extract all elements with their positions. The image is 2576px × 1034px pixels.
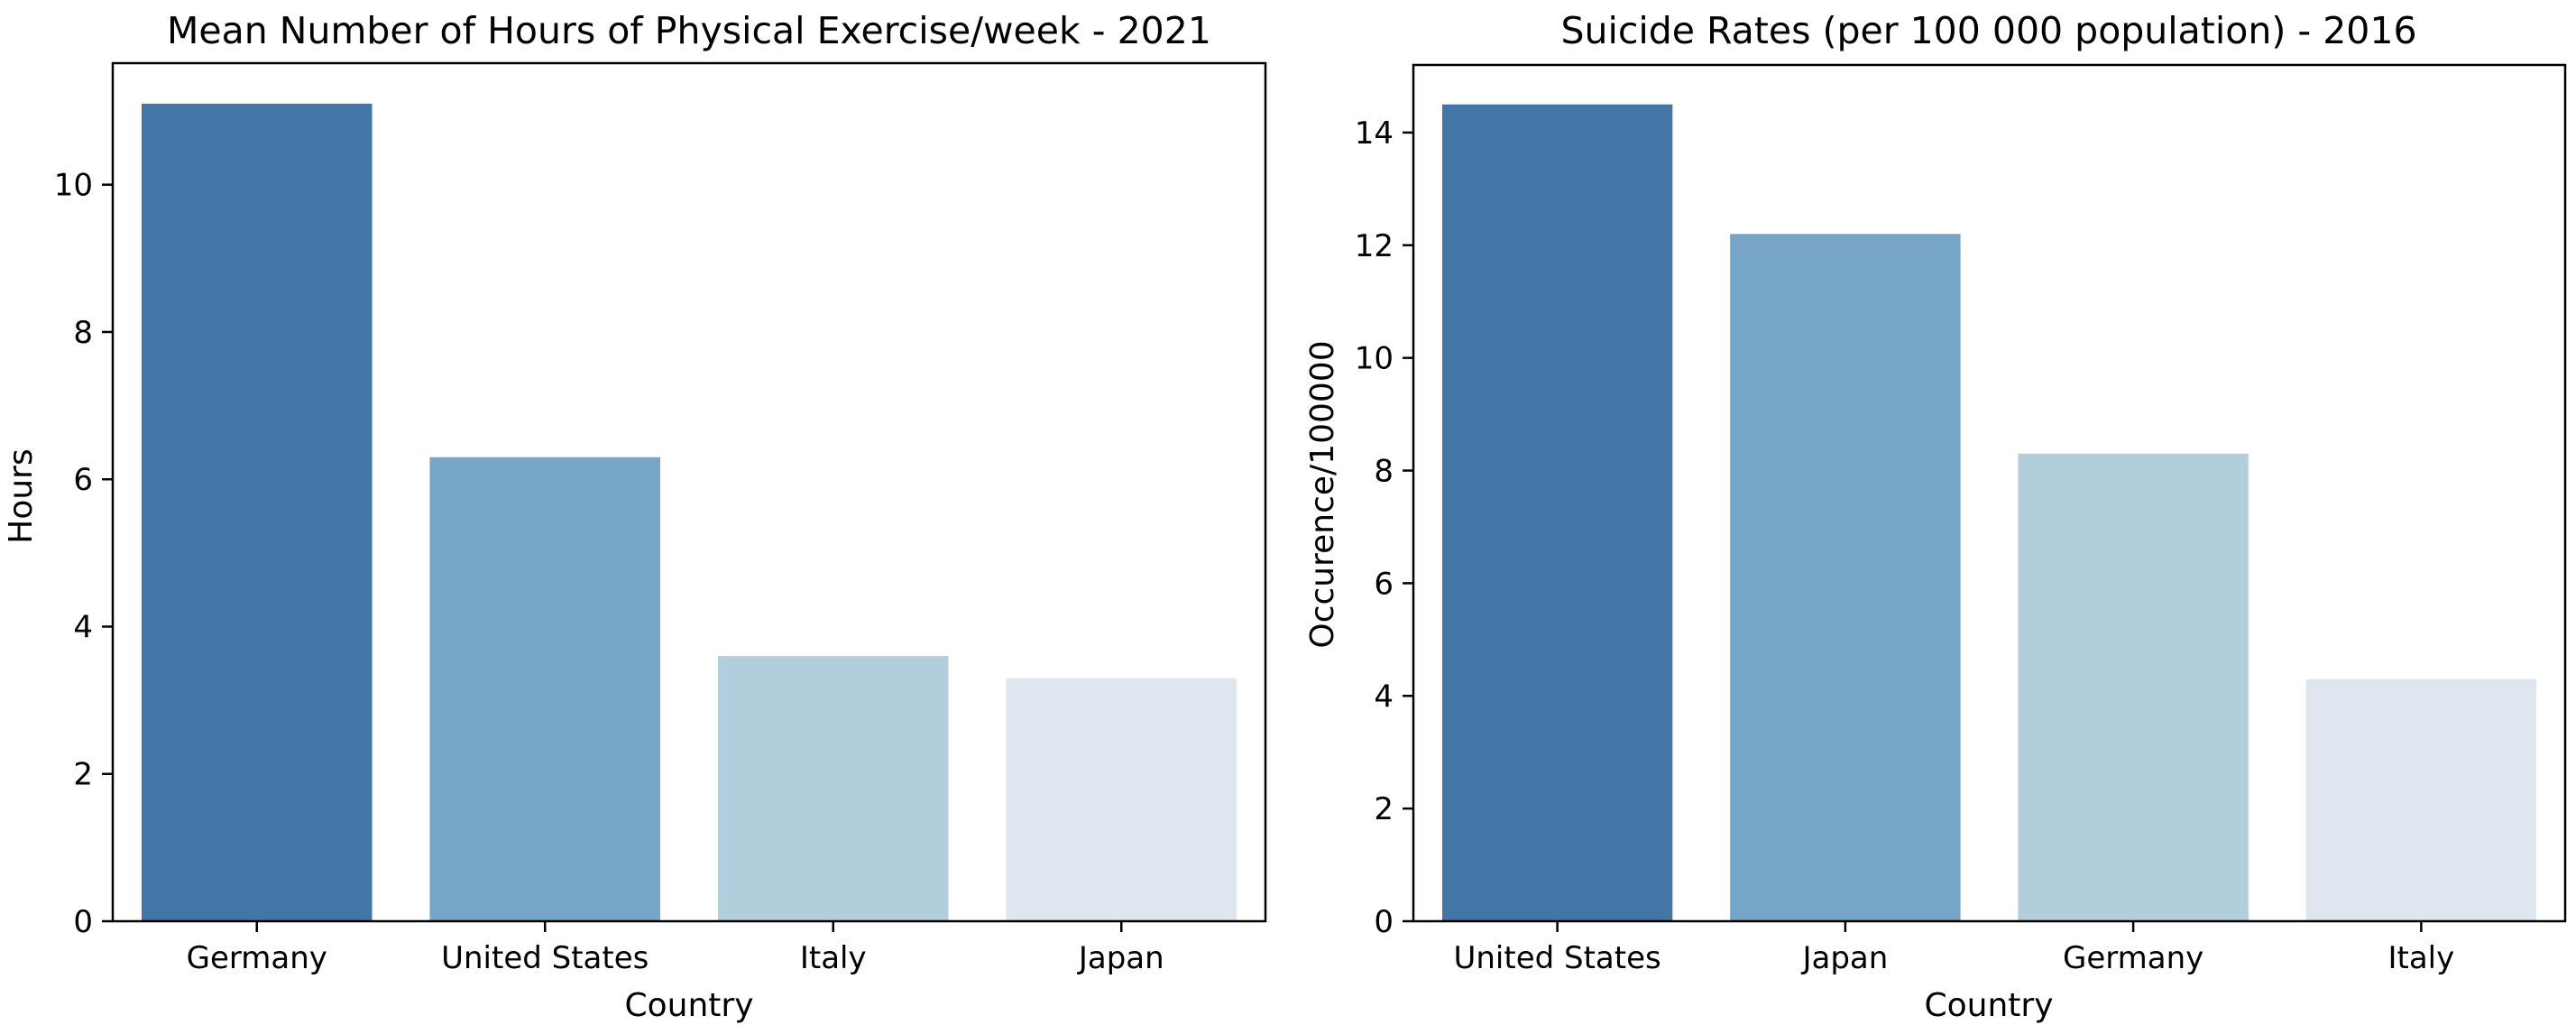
y-tick-label: 10	[54, 168, 93, 204]
y-tick-label: 10	[1355, 341, 1394, 377]
x-tick-label: Japan	[1800, 940, 1888, 976]
bar-united-states	[429, 457, 661, 921]
x-tick-label: Japan	[1077, 940, 1164, 976]
y-tick-label: 4	[73, 609, 93, 645]
y-tick-label: 6	[73, 462, 93, 498]
bar-group	[141, 103, 1237, 922]
bar-japan	[1006, 678, 1237, 921]
y-tick-label: 8	[1374, 454, 1394, 490]
x-tick-label: United States	[1454, 940, 1661, 976]
y-tick-label: 6	[1374, 566, 1394, 602]
bar-italy	[717, 656, 949, 921]
chart-title: Mean Number of Hours of Physical Exercis…	[167, 9, 1211, 52]
bar-group	[1441, 104, 2537, 922]
plot-frame	[111, 61, 1267, 923]
bar-united-states	[1441, 104, 1673, 921]
x-tick-label: Germany	[2063, 940, 2203, 976]
x-axis-ticks: United States Japan Germany Italy	[1454, 921, 2454, 976]
y-axis-label: Hours	[3, 448, 40, 543]
x-tick-label: Germany	[187, 940, 327, 976]
y-tick-label: 0	[73, 904, 93, 940]
x-axis-label: Country	[624, 987, 753, 1024]
chart-suicide-rates: Suicide Rates (per 100 000 population) -…	[1304, 9, 2567, 1024]
x-axis-label: Country	[1924, 987, 2053, 1024]
bar-italy	[2305, 679, 2537, 921]
y-axis-label: Occurence/100000	[1304, 340, 1341, 648]
y-tick-label: 2	[73, 757, 93, 793]
chart-exercise-hours: Mean Number of Hours of Physical Exercis…	[3, 9, 1267, 1024]
x-axis-ticks: Germany United States Italy Japan	[187, 921, 1164, 976]
y-tick-label: 8	[73, 315, 93, 351]
x-tick-label: Italy	[800, 940, 867, 976]
y-tick-label: 12	[1355, 228, 1394, 264]
y-tick-label: 2	[1374, 791, 1394, 827]
y-tick-label: 14	[1355, 115, 1394, 152]
x-tick-label: Italy	[2387, 940, 2454, 976]
bar-japan	[1730, 234, 1961, 922]
bar-germany	[141, 103, 373, 922]
y-axis-ticks: 0 2 4 6 8 10 12 14	[1355, 115, 1413, 940]
bar-germany	[2018, 453, 2249, 922]
y-tick-label: 0	[1374, 904, 1394, 940]
y-tick-label: 4	[1374, 679, 1394, 715]
plot-frame	[1412, 63, 2567, 923]
y-axis-ticks: 0 2 4 6 8 10	[54, 168, 113, 940]
chart-title: Suicide Rates (per 100 000 population) -…	[1560, 9, 2416, 52]
x-tick-label: United States	[441, 940, 649, 976]
